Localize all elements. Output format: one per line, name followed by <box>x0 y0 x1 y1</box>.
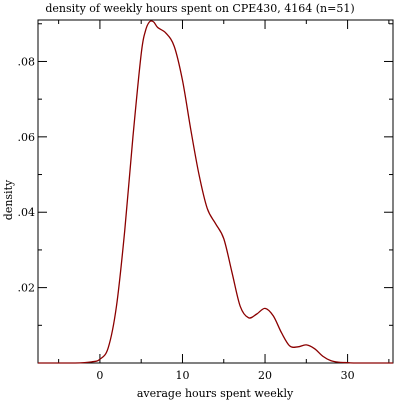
y-tick-label: .08 <box>18 55 36 68</box>
y-tick-label: .04 <box>18 206 36 219</box>
x-axis-label: average hours spent weekly <box>137 387 294 400</box>
density-curve <box>37 20 393 364</box>
x-tick-label: 10 <box>175 369 189 382</box>
y-tick-label: .06 <box>18 131 36 144</box>
plot-frame <box>37 19 394 364</box>
chart-title: density of weekly hours spent on CPE430,… <box>45 2 354 15</box>
y-axis-label: density <box>2 179 15 220</box>
y-tick-label: .02 <box>18 282 36 295</box>
x-tick-label: 30 <box>341 369 355 382</box>
axis-ticks: 0 10 20 30 .02 .04 .06 .08 <box>18 20 393 382</box>
x-tick-label: 0 <box>96 369 103 382</box>
x-tick-label: 20 <box>258 369 272 382</box>
